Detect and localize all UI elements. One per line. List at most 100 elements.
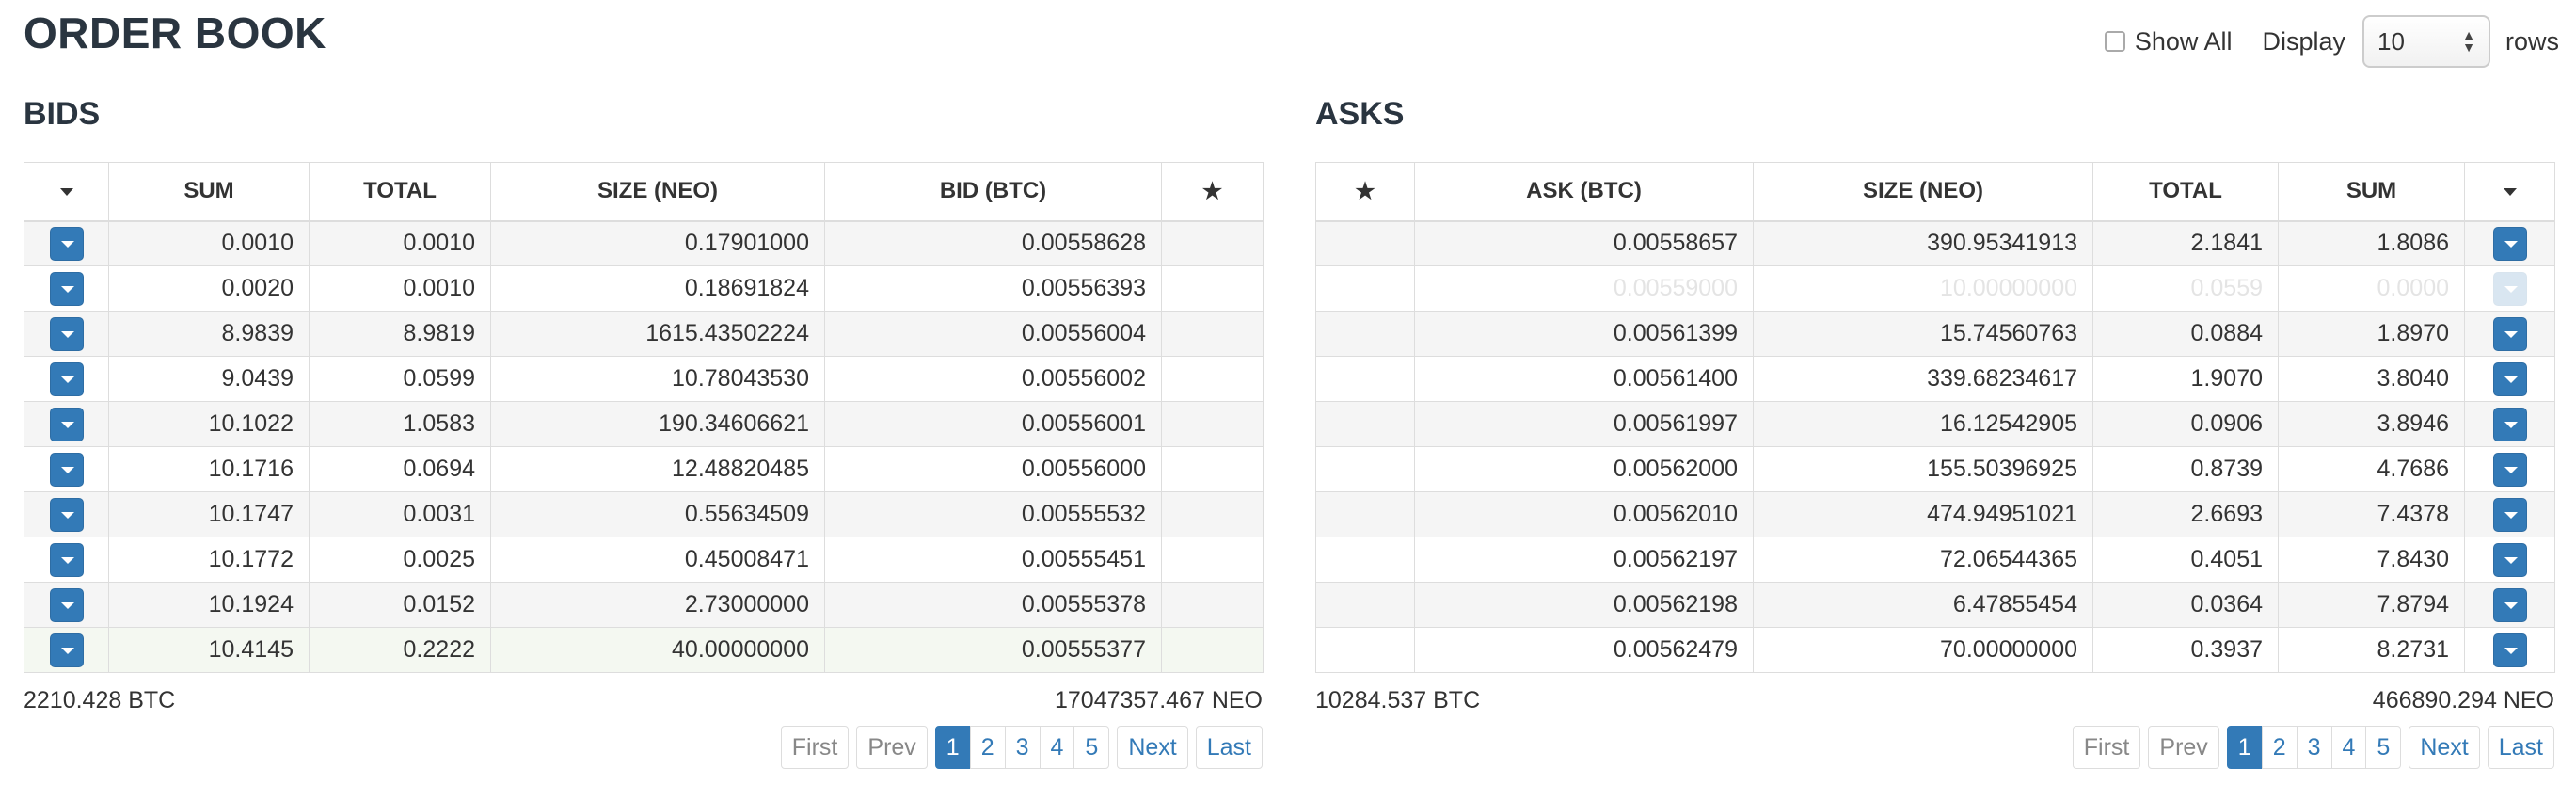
bids-table-row[interactable]: 10.1772 0.0025 0.45008471 0.00555451 bbox=[24, 537, 1264, 583]
asks-sort-header[interactable] bbox=[2464, 162, 2555, 222]
ask-favorite-cell[interactable] bbox=[1315, 265, 1415, 312]
row-dropdown-button[interactable] bbox=[49, 407, 84, 441]
asks-page-1[interactable]: 1 bbox=[2226, 726, 2263, 769]
bids-page-4[interactable]: 4 bbox=[1039, 726, 1075, 769]
row-dropdown-button[interactable] bbox=[49, 633, 84, 667]
row-dropdown-button[interactable] bbox=[2492, 633, 2527, 667]
bids-table-row[interactable]: 8.9839 8.9819 1615.43502224 0.00556004 bbox=[24, 311, 1264, 357]
asks-table-row[interactable]: 0.00562479 70.00000000 0.3937 8.2731 bbox=[1315, 627, 2555, 673]
asks-table-row[interactable]: 0.00562010 474.94951021 2.6693 7.4378 bbox=[1315, 491, 2555, 537]
ask-favorite-cell[interactable] bbox=[1315, 401, 1415, 447]
row-dropdown-button[interactable] bbox=[2492, 361, 2527, 396]
show-all-checkbox[interactable] bbox=[2104, 31, 2125, 52]
row-action-cell[interactable] bbox=[24, 265, 109, 312]
ask-favorite-cell[interactable] bbox=[1315, 446, 1415, 492]
caret-down-icon[interactable] bbox=[59, 187, 73, 196]
row-dropdown-button[interactable] bbox=[49, 452, 84, 487]
row-dropdown-button[interactable] bbox=[49, 271, 84, 306]
bids-prev-button[interactable]: Prev bbox=[856, 726, 928, 769]
ask-favorite-cell[interactable] bbox=[1315, 311, 1415, 357]
ask-favorite-cell[interactable] bbox=[1315, 582, 1415, 628]
asks-size-header[interactable]: SIZE (NEO) bbox=[1753, 162, 2093, 222]
row-action-cell[interactable] bbox=[24, 582, 109, 628]
row-action-cell[interactable] bbox=[24, 537, 109, 583]
ask-favorite-cell[interactable] bbox=[1315, 220, 1415, 266]
row-action-cell[interactable] bbox=[24, 311, 109, 357]
bids-price-header[interactable]: BID (BTC) bbox=[824, 162, 1162, 222]
asks-table-row[interactable]: 0.00562000 155.50396925 0.8739 4.7686 bbox=[1315, 446, 2555, 492]
bids-page-5[interactable]: 5 bbox=[1073, 726, 1110, 769]
row-action-cell[interactable] bbox=[2464, 627, 2555, 673]
bids-first-button[interactable]: First bbox=[780, 726, 850, 769]
row-action-cell[interactable] bbox=[2464, 220, 2555, 266]
asks-table-row[interactable]: 0.00561399 15.74560763 0.0884 1.8970 bbox=[1315, 311, 2555, 357]
asks-table-row[interactable]: 0.00561400 339.68234617 1.9070 3.8040 bbox=[1315, 356, 2555, 402]
row-dropdown-button[interactable] bbox=[2492, 407, 2527, 441]
row-dropdown-button[interactable] bbox=[2492, 452, 2527, 487]
row-action-cell[interactable] bbox=[2464, 265, 2555, 312]
asks-page-5[interactable]: 5 bbox=[2365, 726, 2402, 769]
asks-page-4[interactable]: 4 bbox=[2330, 726, 2367, 769]
row-action-cell[interactable] bbox=[2464, 446, 2555, 492]
asks-first-button[interactable]: First bbox=[2072, 726, 2141, 769]
asks-table-row[interactable]: 0.00558657 390.95341913 2.1841 1.8086 bbox=[1315, 220, 2555, 266]
row-action-cell[interactable] bbox=[24, 627, 109, 673]
ask-favorite-cell[interactable] bbox=[1315, 537, 1415, 583]
show-all-label[interactable]: Show All bbox=[2134, 26, 2233, 56]
bids-table-row[interactable]: 10.4145 0.2222 40.00000000 0.00555377 bbox=[24, 627, 1264, 673]
bids-sum-header[interactable]: SUM bbox=[108, 162, 310, 222]
bid-favorite-cell[interactable] bbox=[1161, 491, 1264, 537]
row-dropdown-button[interactable] bbox=[2492, 226, 2527, 261]
bids-next-button[interactable]: Next bbox=[1117, 726, 1188, 769]
row-dropdown-button[interactable] bbox=[49, 316, 84, 351]
bids-size-header[interactable]: SIZE (NEO) bbox=[490, 162, 825, 222]
asks-table-row[interactable]: 0.00562198 6.47855454 0.0364 7.8794 bbox=[1315, 582, 2555, 628]
row-action-cell[interactable] bbox=[2464, 401, 2555, 447]
bids-sort-header[interactable] bbox=[24, 162, 109, 222]
bids-page-3[interactable]: 3 bbox=[1004, 726, 1041, 769]
bid-favorite-cell[interactable] bbox=[1161, 537, 1264, 583]
row-action-cell[interactable] bbox=[24, 401, 109, 447]
bids-table-row[interactable]: 0.0010 0.0010 0.17901000 0.00558628 bbox=[24, 220, 1264, 266]
row-dropdown-button[interactable] bbox=[2492, 316, 2527, 351]
asks-table-row[interactable]: 0.00561997 16.12542905 0.0906 3.8946 bbox=[1315, 401, 2555, 447]
row-action-cell[interactable] bbox=[2464, 356, 2555, 402]
asks-table-row[interactable]: 0.00559000 10.00000000 0.0559 0.0000 bbox=[1315, 265, 2555, 312]
asks-page-3[interactable]: 3 bbox=[2296, 726, 2332, 769]
bids-page-1[interactable]: 1 bbox=[934, 726, 971, 769]
ask-favorite-cell[interactable] bbox=[1315, 627, 1415, 673]
asks-page-2[interactable]: 2 bbox=[2261, 726, 2298, 769]
bids-table-row[interactable]: 0.0020 0.0010 0.18691824 0.00556393 bbox=[24, 265, 1264, 312]
row-dropdown-button[interactable] bbox=[49, 497, 84, 532]
bid-favorite-cell[interactable] bbox=[1161, 582, 1264, 628]
asks-sum-header[interactable]: SUM bbox=[2278, 162, 2465, 222]
ask-favorite-cell[interactable] bbox=[1315, 356, 1415, 402]
bids-table-row[interactable]: 10.1924 0.0152 2.73000000 0.00555378 bbox=[24, 582, 1264, 628]
bids-table-row[interactable]: 10.1747 0.0031 0.55634509 0.00555532 bbox=[24, 491, 1264, 537]
bid-favorite-cell[interactable] bbox=[1161, 220, 1264, 266]
asks-last-button[interactable]: Last bbox=[2487, 726, 2554, 769]
bids-last-button[interactable]: Last bbox=[1195, 726, 1263, 769]
row-dropdown-button[interactable] bbox=[2492, 542, 2527, 577]
asks-table-row[interactable]: 0.00562197 72.06544365 0.4051 7.8430 bbox=[1315, 537, 2555, 583]
bids-favorite-header[interactable]: ★ bbox=[1161, 162, 1264, 222]
bids-table-row[interactable]: 10.1716 0.0694 12.48820485 0.00556000 bbox=[24, 446, 1264, 492]
bid-favorite-cell[interactable] bbox=[1161, 401, 1264, 447]
bid-favorite-cell[interactable] bbox=[1161, 265, 1264, 312]
bid-favorite-cell[interactable] bbox=[1161, 356, 1264, 402]
row-dropdown-button[interactable] bbox=[49, 587, 84, 622]
row-action-cell[interactable] bbox=[24, 491, 109, 537]
bids-table-row[interactable]: 10.1022 1.0583 190.34606621 0.00556001 bbox=[24, 401, 1264, 447]
row-action-cell[interactable] bbox=[2464, 491, 2555, 537]
asks-prev-button[interactable]: Prev bbox=[2148, 726, 2219, 769]
row-dropdown-button[interactable] bbox=[49, 542, 84, 577]
bids-table-row[interactable]: 9.0439 0.0599 10.78043530 0.00556002 bbox=[24, 356, 1264, 402]
rows-per-page-select[interactable]: 10 ▲ ▼ bbox=[2361, 15, 2490, 68]
asks-favorite-header[interactable]: ★ bbox=[1315, 162, 1415, 222]
bid-favorite-cell[interactable] bbox=[1161, 311, 1264, 357]
caret-down-icon[interactable] bbox=[2503, 187, 2517, 196]
asks-price-header[interactable]: ASK (BTC) bbox=[1414, 162, 1754, 222]
bids-total-header[interactable]: TOTAL bbox=[309, 162, 491, 222]
row-action-cell[interactable] bbox=[24, 446, 109, 492]
row-action-cell[interactable] bbox=[2464, 537, 2555, 583]
